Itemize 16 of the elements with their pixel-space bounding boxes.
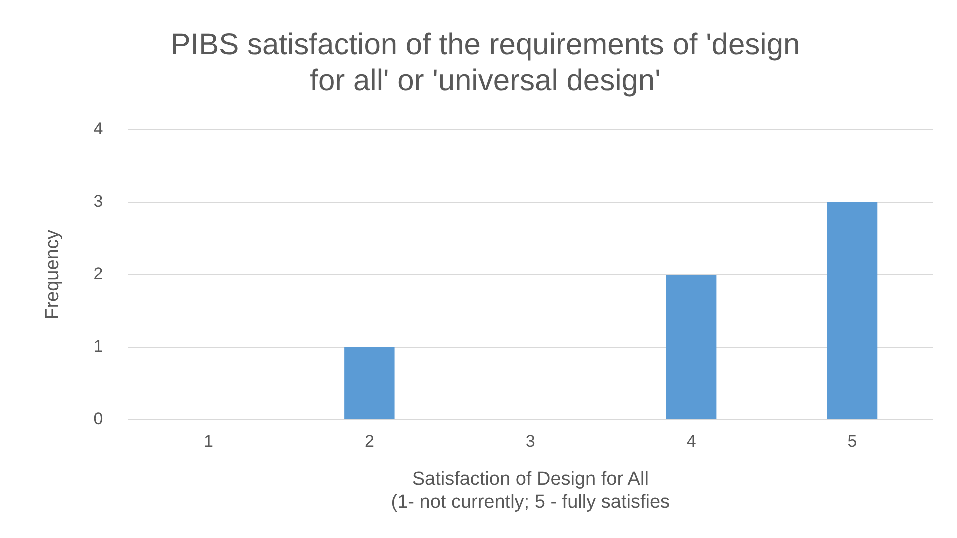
- y-tick-label: 4: [94, 120, 104, 139]
- bar: [666, 275, 717, 420]
- chart-title: PIBS satisfaction of the requirements of 'design for all' or 'universal design': [170, 28, 800, 98]
- y-tick-label: 1: [94, 337, 104, 356]
- bar: [827, 202, 878, 420]
- x-tick-label: 5: [848, 432, 858, 451]
- x-tick-label: 2: [364, 432, 374, 451]
- x-tick-label: 3: [526, 432, 536, 451]
- x-axis-title: Satisfaction of Design for All (1- not currently; 5 - fully satisfies: [391, 469, 670, 513]
- x-tick-label: 4: [686, 432, 696, 451]
- y-tick-label: 2: [94, 264, 104, 284]
- y-tick-label: 0: [94, 410, 104, 429]
- y-axis-title: Frequency: [42, 230, 64, 320]
- x-tick-label: 1: [204, 432, 214, 451]
- y-tick-label: 3: [94, 192, 104, 212]
- bar: [344, 348, 395, 420]
